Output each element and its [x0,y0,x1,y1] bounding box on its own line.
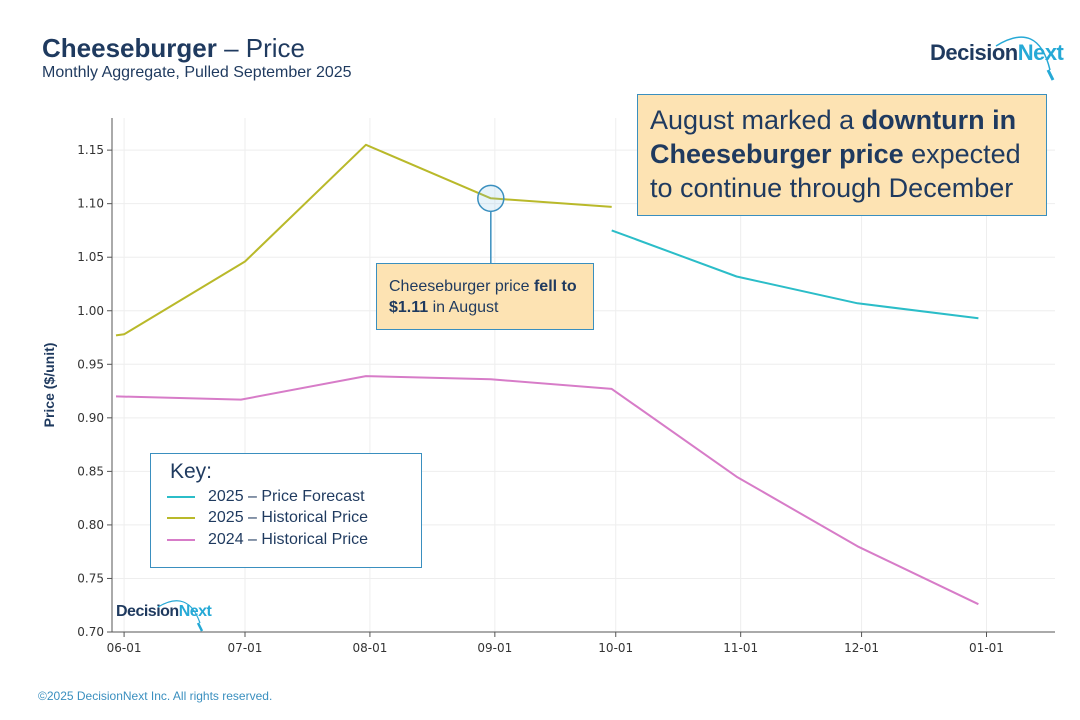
x-tick-label: 11-01 [723,641,758,655]
insight-callout: August marked a downturn in Cheeseburger… [637,94,1047,216]
x-tick-label: 01-01 [969,641,1004,655]
insight-text-2: expected to continue through December [650,139,1021,203]
legend-item-historical-2024: 2024 – Historical Price [167,529,421,551]
y-tick-label: 1.15 [77,143,104,157]
page-subtitle: Monthly Aggregate, Pulled September 2025 [42,64,352,81]
legend-label-historical-2025: 2025 – Historical Price [208,509,369,527]
point-text-bold: fell to $1.11 [389,278,577,316]
insight-text-1: August marked a [650,105,862,135]
legend-swatch-historical-2025 [167,517,195,520]
point-callout: Cheeseburger price fell to $1.11 in Augu… [376,263,594,330]
y-tick-label: 1.00 [77,304,104,318]
highlight-marker [477,184,505,213]
decisionnext-logo: DecisionNext [930,36,1064,81]
y-tick-label: 0.85 [77,464,104,478]
legend-swatch-historical-2024 [167,538,195,541]
y-axis-label: Price ($/unit) [41,343,57,428]
point-text-2: in August [428,299,499,316]
y-tick-label: 1.10 [77,197,104,211]
legend-title: Key: [170,460,213,483]
legend-label-forecast-2025: 2025 – Price Forecast [208,487,365,505]
y-tick-label: 0.70 [77,625,104,639]
insight-text-bold: downturn in Cheeseburger price [650,105,1017,169]
point-text-1: Cheeseburger price [389,278,534,295]
x-tick-label: 10-01 [598,641,633,655]
legend-swatch-forecast-2025 [167,495,195,498]
x-tick-label: 09-01 [477,641,512,655]
logo-text-decision: Decision [930,40,1018,65]
title-block: Cheeseburger – Price Monthly Aggregate, … [42,32,352,82]
series-line-1 [115,143,612,337]
legend: Key: 2025 – Price Forecast 2025 – Histor… [150,453,422,568]
watermark-arc-icon [157,600,204,632]
x-tick-label: 08-01 [352,641,387,655]
watermark-text-next: Next [178,603,212,620]
decisionnext-watermark: DecisionNext [116,600,212,632]
y-tick-label: 0.90 [77,411,104,425]
y-tick-label: 0.80 [77,518,104,532]
x-tick-label: 12-01 [844,641,879,655]
y-tick-label: 0.75 [77,571,104,585]
watermark-text-decision: Decision [116,603,179,620]
y-tick-label: 0.95 [77,357,104,371]
legend-item-historical-2025: 2025 – Historical Price [167,508,421,530]
series-line-0 [611,229,979,320]
title-rest: – Price [216,33,305,63]
copyright-footer: ©2025 DecisionNext Inc. All rights reser… [38,689,273,703]
x-tick-label: 06-01 [107,641,142,655]
legend-item-forecast-2025: 2025 – Price Forecast [167,486,421,508]
logo-arc-icon [995,36,1055,81]
series-line-2 [115,375,979,606]
y-tick-label: 1.05 [77,250,104,264]
page-title: Cheeseburger – Price [42,32,352,64]
logo-text-next: Next [1017,40,1064,65]
title-main: Cheeseburger [42,33,217,63]
x-tick-label: 07-01 [228,641,263,655]
legend-label-historical-2024: 2024 – Historical Price [208,530,369,548]
